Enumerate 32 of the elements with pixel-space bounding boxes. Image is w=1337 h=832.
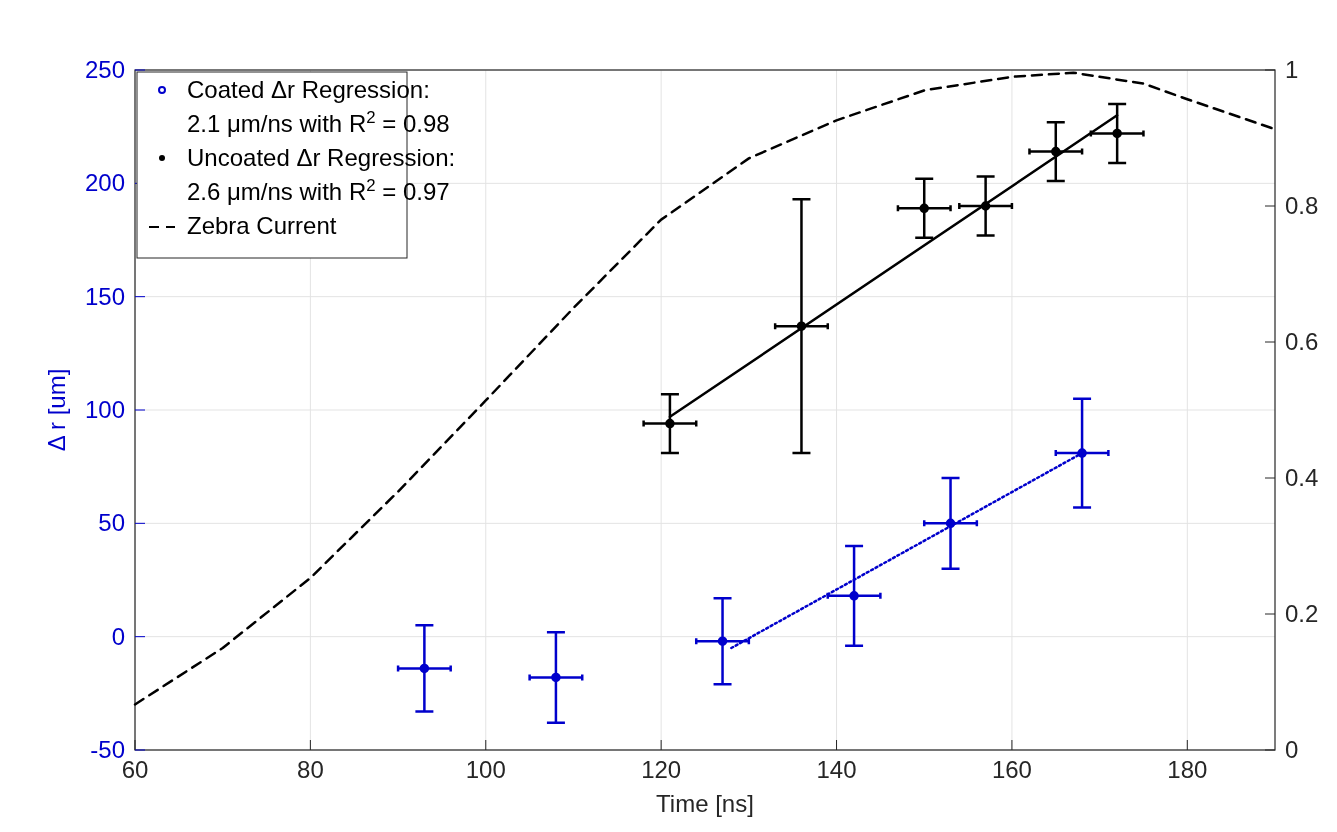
point xyxy=(919,203,929,214)
y2-tick-label: 1 xyxy=(1285,56,1299,83)
point xyxy=(551,672,561,683)
x-tick-label: 160 xyxy=(991,756,1032,783)
y2-tick-label: 0.8 xyxy=(1285,192,1319,219)
point xyxy=(1112,128,1122,139)
x-axis-title: Time [ns] xyxy=(656,790,754,817)
legend-label: Coated Δr Regression: 2.1 μm/ns with R$^{2}$ = 0.98 xyxy=(187,76,450,137)
x-tick-label: 120 xyxy=(641,756,682,783)
y-tick-label: 150 xyxy=(84,282,125,310)
x-tick-label: 80 xyxy=(297,756,324,783)
y-tick-label: 250 xyxy=(84,56,125,83)
x-tick-label: 180 xyxy=(1167,756,1208,783)
y-tick-label: 50 xyxy=(98,509,125,537)
y-tick-label: 100 xyxy=(84,396,125,423)
x-tick-label: 100 xyxy=(465,756,506,783)
x-tick-label: 140 xyxy=(816,756,857,783)
point xyxy=(849,591,859,601)
legend-label: Zebra Current xyxy=(187,212,337,239)
point xyxy=(665,418,675,429)
point xyxy=(1051,146,1061,157)
y2-tick-label: 0 xyxy=(1285,736,1299,763)
y2-tick-label: 0.6 xyxy=(1285,328,1319,355)
point xyxy=(1077,448,1087,458)
y-tick-label: 200 xyxy=(84,169,125,197)
y2-tick-label: 0.2 xyxy=(1285,600,1319,627)
y-tick-label: 0 xyxy=(111,622,125,650)
point xyxy=(717,636,728,646)
y2-tick-label: 0.4 xyxy=(1285,464,1319,491)
legend-label: Uncoated Δr Regression: 2.6 μm/ns with R$^{2}$ = 0.97 xyxy=(187,144,456,205)
point xyxy=(419,663,430,674)
y-axis-title: Δ r [um] xyxy=(43,368,70,452)
